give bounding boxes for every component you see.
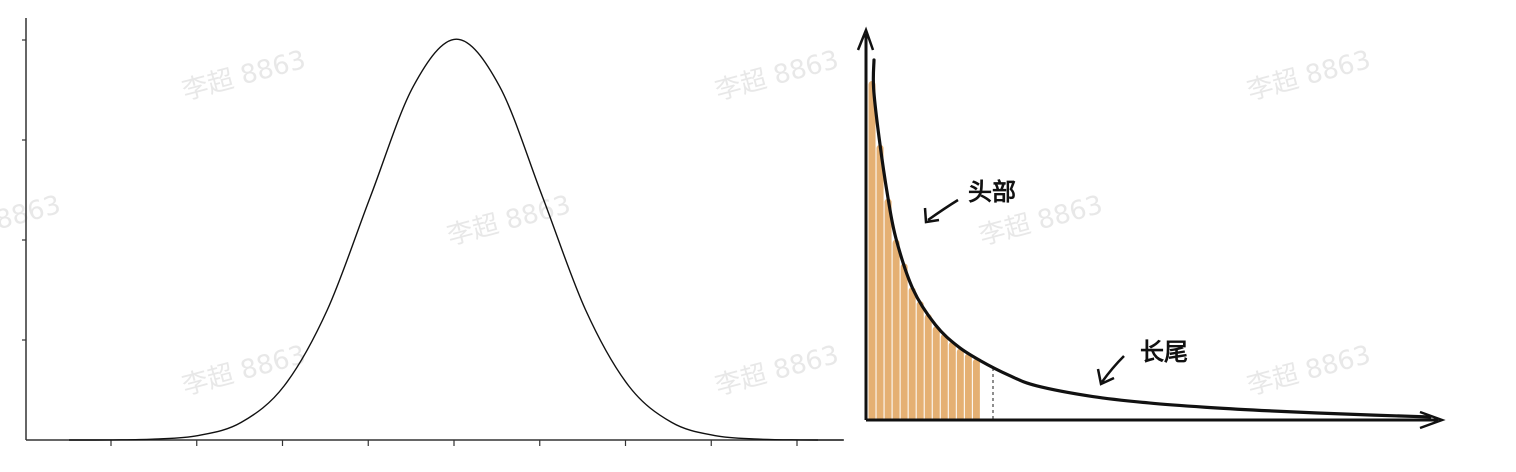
x-axis-arrow [1419, 410, 1446, 430]
head-shaded-area [868, 80, 980, 422]
arrow-head-annotation-tip [923, 207, 940, 224]
watermark-text: 李超 8863 [712, 45, 842, 107]
watermark-text: 李超 8863 [0, 190, 64, 252]
arrow-head-annotation [927, 198, 959, 222]
watermark-text: 李超 8863 [712, 340, 842, 402]
annotation-tail: 长尾 [1140, 338, 1188, 366]
watermark-text: 李超 8863 [444, 190, 574, 252]
long-tail-chart: 头部 长尾 [856, 26, 1446, 430]
normal-distribution-chart [22, 18, 844, 446]
x-ticks [110, 440, 798, 446]
y-axis-arrow [856, 26, 875, 51]
watermark-text: 李超 8863 [179, 340, 309, 402]
y-ticks [22, 39, 26, 341]
arrow-tail-annotation-tip [1096, 368, 1115, 386]
watermark-text: 李超 8863 [1244, 45, 1374, 107]
watermark-text: 李超 8863 [1244, 340, 1374, 402]
watermark-text: 李超 8863 [179, 45, 309, 107]
long-tail-curve [871, 58, 1432, 419]
series-line [69, 38, 844, 441]
arrow-tail-annotation [1100, 355, 1125, 383]
annotation-head: 头部 [968, 178, 1016, 206]
